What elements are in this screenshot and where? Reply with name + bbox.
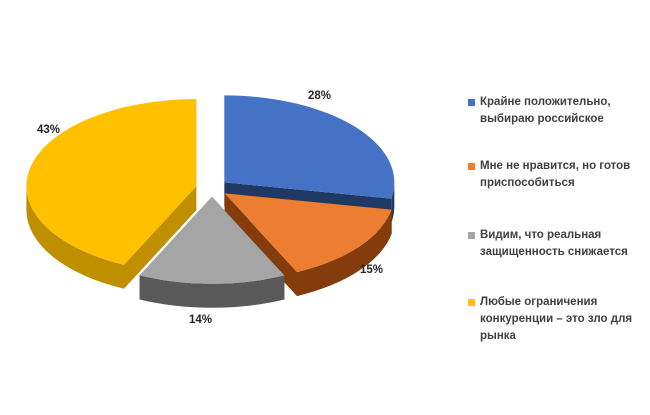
pie-slices bbox=[26, 95, 395, 308]
pie-slice-wall-0 bbox=[391, 182, 395, 223]
legend-item-2: Видим, что реальная защищенность снижает… bbox=[468, 227, 643, 261]
legend-swatch-2 bbox=[468, 232, 475, 239]
pie-slice-2 bbox=[139, 196, 285, 308]
pie-slice-top-3 bbox=[26, 99, 197, 265]
pie-data-labels: 28% 15% 14% 43% bbox=[37, 90, 383, 326]
legend-label-0: Крайне положительно, выбираю российское bbox=[480, 96, 611, 125]
legend-label-1: Мне не нравится, но готов приспособиться bbox=[480, 160, 631, 189]
legend-swatch-3 bbox=[468, 299, 475, 306]
pie-slice-wall-3 bbox=[26, 186, 124, 289]
pie-slice-cut-3-0 bbox=[124, 186, 197, 289]
legend-item-3: Любые ограничения конкуренции – это зло … bbox=[468, 294, 643, 345]
pie-slice-wall-2 bbox=[139, 275, 285, 308]
data-label-2: 14% bbox=[189, 314, 212, 326]
legend-swatch-1 bbox=[468, 163, 475, 170]
data-label-0: 28% bbox=[308, 90, 331, 102]
data-label-3: 43% bbox=[37, 124, 60, 136]
pie-slice-top-1 bbox=[224, 193, 392, 273]
data-label-1: 15% bbox=[360, 264, 383, 276]
legend-label-2: Видим, что реальная защищенность снижает… bbox=[480, 229, 628, 258]
pie-slice-top-0 bbox=[224, 95, 395, 199]
pie-slice-wall-1 bbox=[297, 209, 392, 297]
legend-item-1: Мне не нравится, но готов приспособиться bbox=[468, 158, 643, 192]
pie-slice-top-2 bbox=[139, 196, 285, 284]
legend-item-0: Крайне положительно, выбираю российское bbox=[468, 94, 643, 128]
pie-slice-3 bbox=[26, 99, 197, 289]
legend-swatch-0 bbox=[468, 99, 475, 106]
legend-label-3: Любые ограничения конкуренции – это зло … bbox=[480, 296, 633, 342]
